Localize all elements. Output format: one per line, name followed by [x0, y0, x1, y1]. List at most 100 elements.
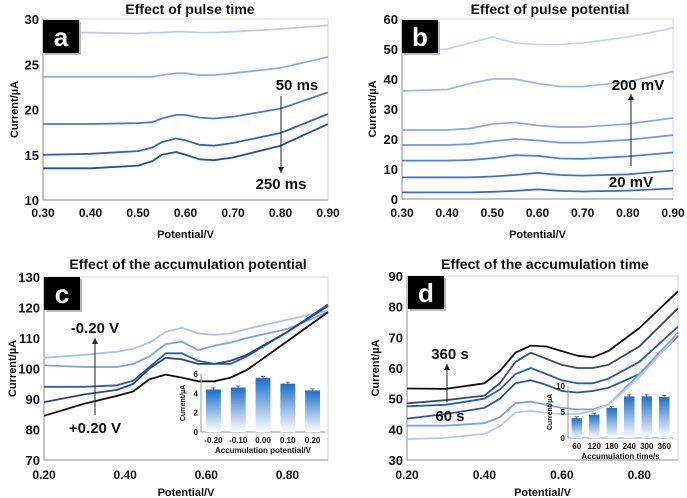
x-tick-label: 0.20 [395, 468, 419, 482]
panel-label-box [44, 277, 80, 310]
inset-x-tick-label: 240 [623, 442, 637, 451]
annotation-end-label: +0.20 V [69, 420, 121, 437]
inset-bar [606, 407, 617, 438]
arrow-head-icon [444, 364, 450, 370]
inset-y-tick-label: 2 [194, 409, 199, 418]
y-tick-label: 60 [389, 361, 403, 376]
arrow-head-icon [628, 94, 634, 100]
series-line-2 [43, 311, 329, 368]
arrow-head-icon [278, 167, 284, 173]
series-line-3 [402, 117, 674, 131]
y-tick-label: 50 [389, 392, 403, 407]
y-tick-label: 20 [384, 132, 398, 147]
series-line-1 [401, 27, 674, 53]
x-tick-label: 0.40 [79, 206, 103, 220]
x-tick-label: 0.50 [481, 206, 505, 220]
annotation-start-label: -0.20 V [71, 320, 119, 337]
annotation-end-label: 250 ms [256, 176, 307, 193]
series-line-2 [401, 70, 674, 92]
x-tick-label: 0.80 [628, 468, 652, 482]
series-line-2 [43, 56, 329, 78]
inset-y-tick-label: 0 [561, 434, 566, 443]
series-line-3 [44, 303, 329, 388]
inset-x-axis-label: Accumulation potential/V [215, 446, 312, 455]
y-tick-label: 110 [19, 331, 40, 346]
chart-title: Effect of the accumulation potential [69, 256, 306, 272]
x-tick-label: 0.60 [174, 206, 198, 220]
y-tick-label: 15 [25, 148, 39, 163]
annotation-start-label: 50 ms [276, 77, 319, 94]
chart-title: Effect of the accumulation time [441, 256, 649, 272]
annotation-end-label: 20 mV [609, 174, 653, 191]
inset-y-tick-label: 5 [561, 408, 566, 417]
y-axis-label: Current/µA [367, 80, 379, 137]
y-tick-label: 70 [389, 330, 403, 345]
inset-x-tick-label: 0.10 [280, 436, 296, 445]
inset-x-tick-label: 180 [605, 442, 619, 451]
panel-label-box [408, 276, 444, 309]
y-tick-label: 25 [25, 57, 39, 72]
y-tick-label: 120 [18, 301, 40, 316]
inset-bar [205, 389, 221, 432]
inset-bar [230, 387, 246, 432]
x-tick-label: 0.40 [473, 468, 497, 482]
chart-title: Effect of pulse time [125, 1, 254, 17]
y-tick-label: 90 [26, 392, 40, 407]
y-tick-label: 10 [384, 162, 398, 177]
series-line-2 [406, 307, 679, 405]
inset-bar [571, 418, 582, 438]
x-tick-label: 0.70 [221, 206, 245, 220]
series-line-1 [43, 309, 329, 359]
y-tick-label: 30 [384, 102, 398, 117]
x-axis-label: Potential/V [157, 229, 215, 241]
inset-x-tick-label: 300 [640, 442, 654, 451]
inset-x-tick-label: 360 [658, 442, 672, 451]
x-axis-label: Potential/V [509, 229, 567, 241]
annotation-start-label: 360 s [431, 346, 469, 363]
y-axis-label: Current/µA [370, 339, 382, 396]
inset-x-tick-label: 60 [572, 442, 581, 451]
panel-label-box [402, 20, 438, 53]
inset-y-tick-label: 6 [194, 370, 199, 379]
x-tick-label: 0.30 [390, 206, 414, 220]
series-line-5 [43, 311, 329, 417]
y-tick-label: 10 [25, 193, 39, 208]
y-tick-label: 50 [384, 42, 398, 57]
series-line-5 [43, 123, 329, 170]
x-tick-label: 0.80 [269, 206, 293, 220]
x-tick-label: 0.90 [661, 206, 685, 220]
series-line-4 [43, 305, 329, 403]
x-tick-label: 0.60 [526, 206, 550, 220]
arrow-head-icon [92, 338, 98, 344]
y-tick-label: 100 [18, 362, 40, 377]
inset-bar [280, 383, 296, 432]
x-tick-label: 0.20 [32, 468, 56, 482]
y-axis-label: Current/µA [9, 81, 21, 138]
series-line-1 [43, 24, 329, 35]
inset-bar [659, 396, 670, 438]
y-tick-label: 60 [384, 12, 398, 27]
inset-x-tick-label: 120 [588, 442, 602, 451]
series-line-6 [406, 333, 679, 440]
y-tick-label: 30 [389, 453, 403, 468]
series-line-4 [42, 113, 329, 156]
y-tick-label: 20 [25, 103, 39, 118]
y-tick-label: 80 [26, 423, 40, 438]
inset-x-axis-label: Accumulation time/s [581, 452, 660, 461]
inset-y-axis-label: Current/µA [180, 385, 187, 421]
x-tick-label: 0.30 [31, 206, 55, 220]
inset-bar [641, 396, 652, 438]
y-tick-label: 90 [389, 269, 403, 284]
x-tick-label: 0.50 [126, 206, 150, 220]
inset-y-tick-label: 10 [556, 382, 565, 391]
annotation-start-label: 200 mV [612, 77, 665, 94]
inset-bar [255, 377, 271, 432]
y-tick-label: 130 [18, 270, 40, 285]
x-tick-label: 0.40 [113, 468, 137, 482]
x-tick-label: 0.40 [435, 206, 459, 220]
panel-label: d [418, 278, 434, 308]
inset-y-axis-label: Current/µA [547, 394, 554, 430]
series-line-4 [406, 335, 679, 420]
x-tick-label: 0.90 [316, 206, 340, 220]
chart-title: Effect of pulse potential [471, 1, 630, 17]
